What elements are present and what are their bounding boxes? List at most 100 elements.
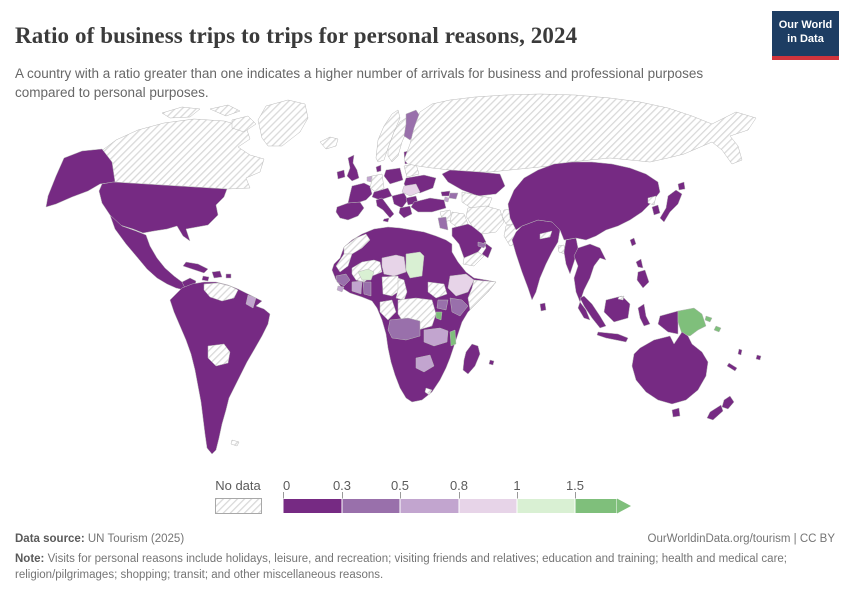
country-lesotho[interactable] [424,387,433,396]
country-azerbaijan[interactable] [448,192,459,200]
country-yemen[interactable] [462,251,485,267]
country-japan[interactable] [659,189,683,223]
country-rwanda[interactable] [435,311,443,321]
country-south-korea[interactable] [651,204,661,216]
country-indonesia[interactable] [657,310,679,335]
country-malaysia[interactable] [577,301,591,321]
country-australia[interactable] [671,407,681,418]
country-bolivia[interactable] [207,343,231,367]
country-australia[interactable] [631,331,709,405]
legend-bin-0.5–0.8[interactable] [399,498,460,514]
country-myanmar[interactable] [563,237,579,275]
country-greece[interactable] [398,205,413,219]
country-ethiopia[interactable] [447,273,475,297]
country-malawi[interactable] [449,329,457,347]
country-suriname[interactable] [245,294,257,309]
country-chad[interactable] [405,251,425,279]
legend-bin-0.3–0.5[interactable] [341,498,401,514]
country-united-states[interactable] [98,181,228,242]
country-vanuatu[interactable] [737,348,743,356]
country-brazil[interactable] [169,281,271,455]
country-papua-new-guinea[interactable] [704,315,713,323]
country-jordan[interactable] [437,216,449,231]
country-armenia[interactable] [443,196,450,203]
country-kenya[interactable] [449,297,469,317]
country-netherlands[interactable] [366,175,373,183]
country-georgia[interactable] [440,190,451,197]
country-spain[interactable] [335,201,365,221]
country-romania[interactable] [401,183,421,197]
country-indonesia[interactable] [603,295,631,323]
country-thailand[interactable] [573,243,607,303]
country-norway[interactable] [375,109,401,163]
country-greenland[interactable] [257,99,309,147]
country-new-zealand[interactable] [706,404,724,421]
country-canada[interactable] [231,115,257,133]
country-congo[interactable] [379,299,397,321]
country-uganda[interactable] [436,299,449,311]
country-sri-lanka[interactable] [539,302,547,312]
country-kazakhstan[interactable] [441,169,506,197]
country-falkland-islands[interactable] [230,439,240,447]
legend-bin-0.8–1[interactable] [458,498,518,514]
country-italy[interactable] [375,197,395,219]
country-canada[interactable] [161,106,201,119]
country-france[interactable] [347,182,373,204]
country-canada[interactable] [209,104,241,117]
country-niger[interactable] [381,254,407,277]
country-papua-new-guinea[interactable] [677,307,707,337]
country-zambia[interactable] [423,327,449,347]
country-fiji[interactable] [755,354,762,361]
country-mauritius[interactable] [488,359,495,366]
country-indonesia[interactable] [637,303,651,327]
country-guinea[interactable] [335,273,351,287]
country-czechia[interactable] [371,187,393,201]
country-angola[interactable] [387,317,421,341]
country-dominican-republic[interactable] [211,270,223,279]
country-botswana[interactable] [415,354,435,373]
country-puerto-rico[interactable] [225,273,232,279]
owid-logo[interactable]: Our World in Data [772,11,839,60]
legend-color-bar[interactable]: 0 0.3 0.5 0.8 1 1.5 [282,478,643,522]
country-new-zealand[interactable] [721,395,735,410]
country-germany[interactable] [369,173,385,193]
world-map[interactable] [0,90,850,470]
country-russia[interactable] [403,93,757,173]
country-philippines[interactable] [635,258,644,269]
country-serbia[interactable] [391,192,409,209]
country-united-kingdom[interactable] [346,154,360,182]
legend-bin-1.5+[interactable] [574,498,618,514]
country-burkina-faso[interactable] [357,268,375,281]
country-italy[interactable] [382,217,390,223]
country-canada[interactable] [99,118,265,190]
country-indonesia[interactable] [579,295,607,329]
country-philippines[interactable] [636,269,650,289]
country-solomon-islands[interactable] [713,325,722,333]
country-jamaica[interactable] [201,275,210,282]
country-japan[interactable] [677,181,686,191]
country-venezuela[interactable] [203,282,239,302]
country-new-caledonia[interactable] [726,362,738,372]
country-iceland[interactable] [319,136,339,150]
country-ireland[interactable] [336,169,346,180]
country-iran[interactable] [465,205,505,235]
country-brunei[interactable] [617,295,625,301]
country-india[interactable] [511,219,561,301]
country-madagascar[interactable] [462,343,481,375]
country-north-korea[interactable] [647,195,657,206]
country-cote-d-ivoire[interactable] [351,280,363,295]
country-nepal[interactable] [539,230,553,240]
legend-no-data[interactable]: No data [214,478,264,522]
country-south-sudan[interactable] [427,281,448,299]
country-taiwan[interactable] [629,237,637,247]
country-somalia[interactable] [467,279,497,311]
legend-bin-0–0.3[interactable] [282,498,343,514]
country-denmark[interactable] [375,164,382,173]
country-indonesia[interactable] [596,331,629,343]
country-cuba[interactable] [182,261,209,274]
country-nigeria[interactable] [381,275,402,297]
country-turkey[interactable] [410,197,447,213]
country-united-arab-emirates[interactable] [477,241,487,249]
country-sierra-leone[interactable] [336,285,345,293]
legend-bin-1–1.5[interactable] [516,498,576,514]
